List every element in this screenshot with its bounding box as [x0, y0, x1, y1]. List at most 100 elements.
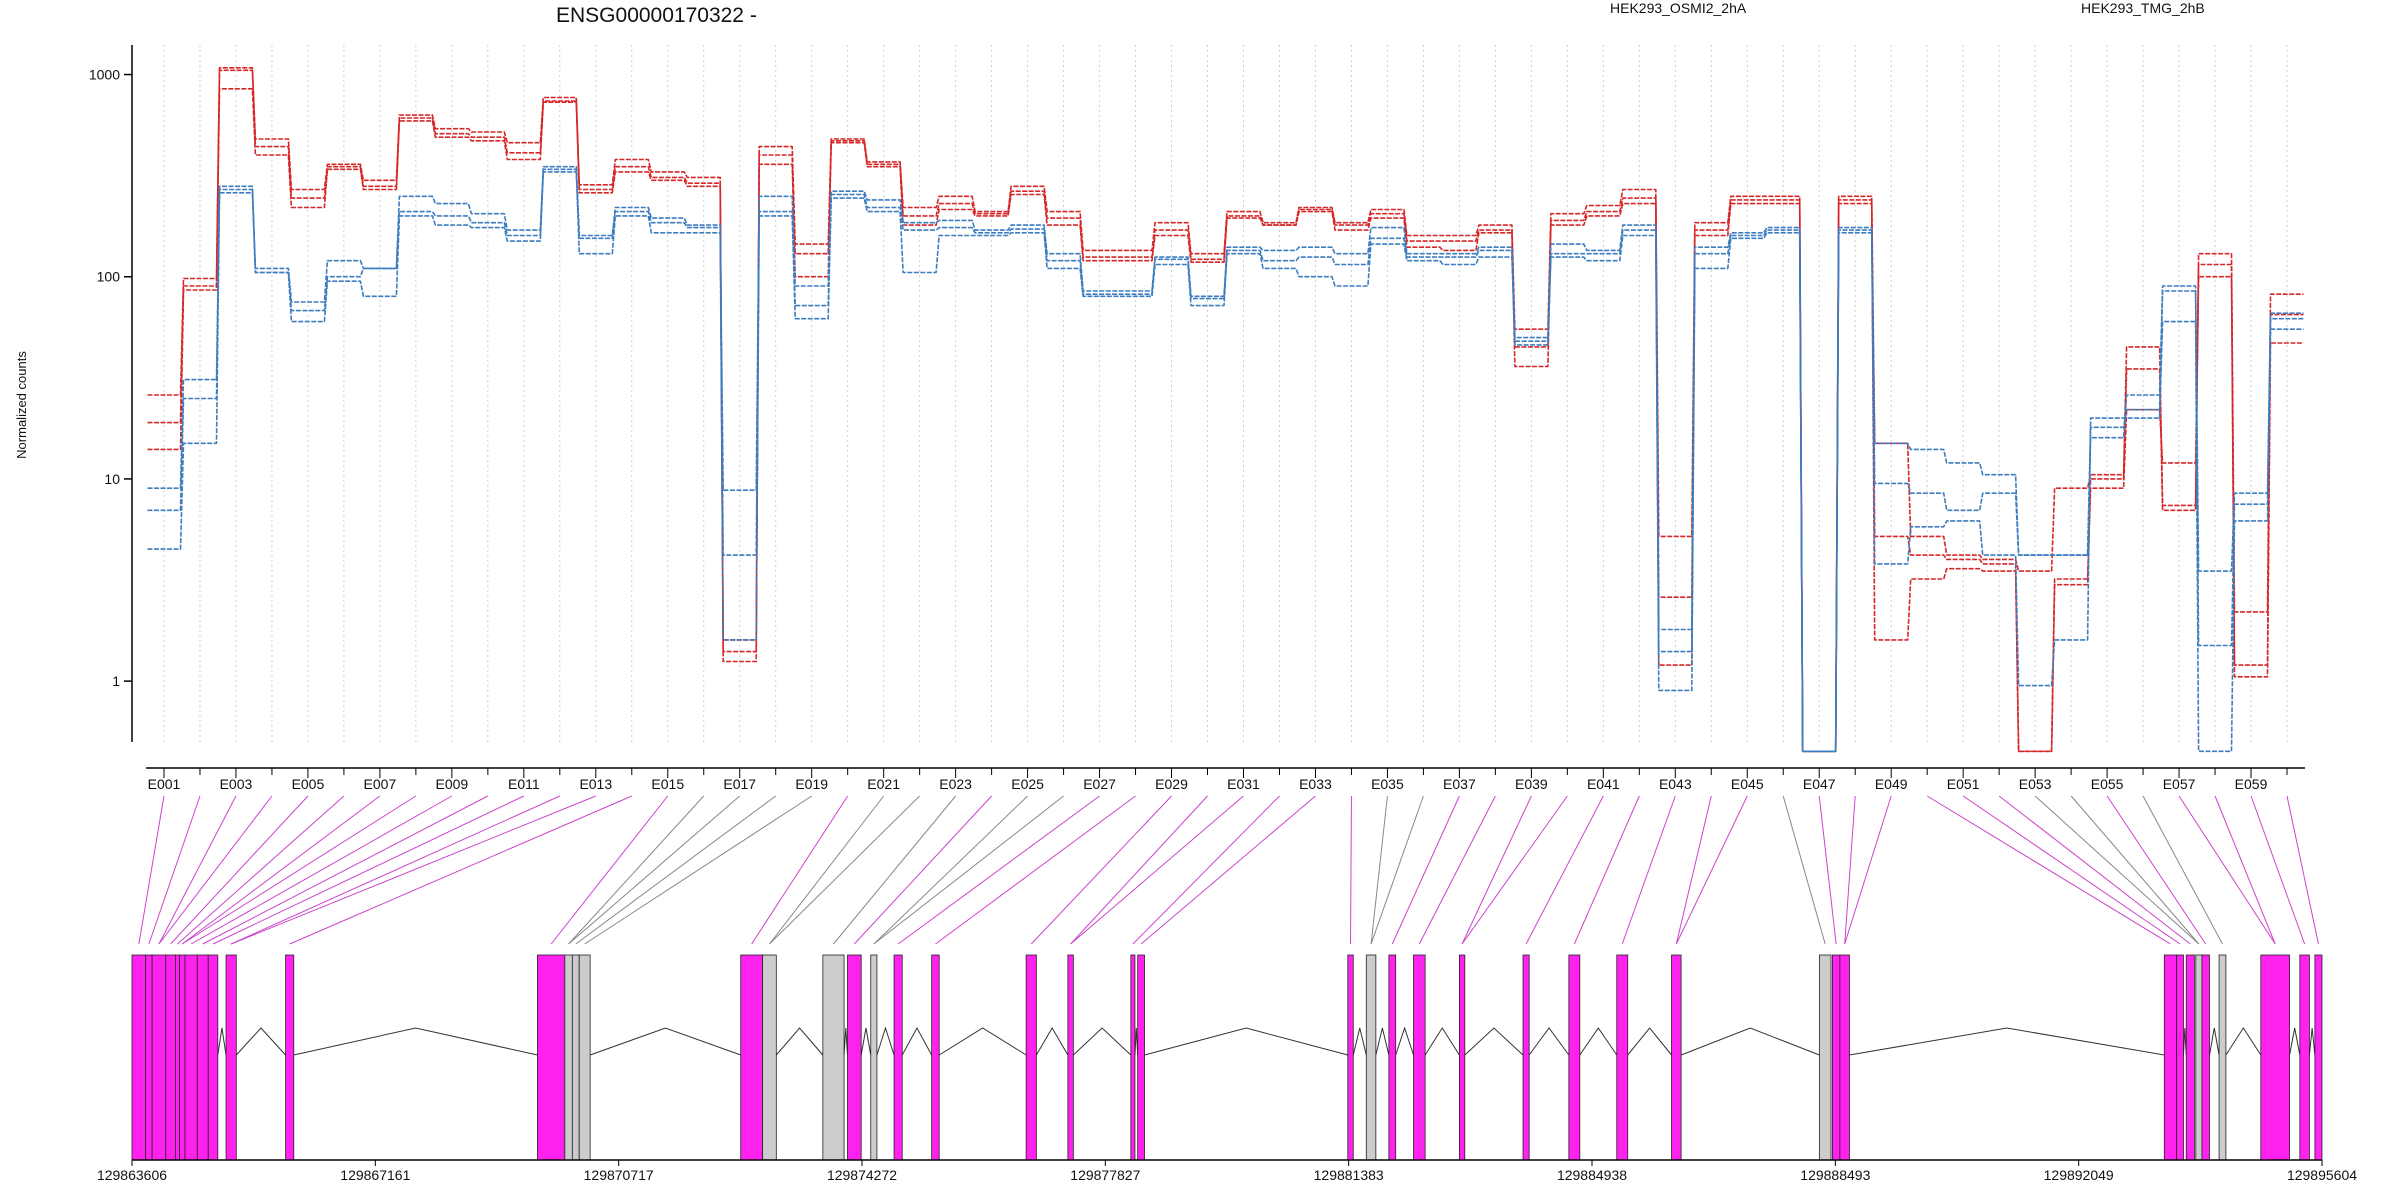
exon-block — [184, 954, 198, 1161]
x-tick-label: E049 — [1875, 776, 1908, 792]
intron-line — [1035, 1027, 1069, 1056]
exon-connector — [575, 795, 777, 945]
exon-connector — [138, 795, 165, 945]
intron-line — [1464, 1027, 1524, 1056]
exon-block — [1413, 954, 1426, 1161]
exon-block — [1388, 954, 1397, 1161]
exon-block — [2185, 954, 2195, 1161]
exon-connector — [751, 795, 849, 945]
exon-connector — [2286, 795, 2319, 945]
exon-connector — [1391, 795, 1460, 945]
exon-connector — [1132, 795, 1280, 945]
exon-block — [571, 954, 580, 1161]
x-tick-label: E057 — [2163, 776, 2196, 792]
x-tick-label: E003 — [220, 776, 253, 792]
x-tick-label: E029 — [1155, 776, 1188, 792]
exon-connector — [833, 795, 957, 945]
coord-tick-label: 129877827 — [1070, 1167, 1140, 1183]
exon-connector — [181, 795, 417, 945]
x-tick-label: E033 — [1299, 776, 1332, 792]
axes: 1 10 100 1000 — [89, 45, 133, 742]
intron-line — [2289, 1027, 2301, 1056]
exon-connector — [568, 795, 741, 945]
x-tick-label: E001 — [148, 776, 181, 792]
exon-connector — [873, 795, 1064, 945]
x-tick-label: E035 — [1371, 776, 1404, 792]
x-tick-label: E047 — [1803, 776, 1836, 792]
coord-tick-label: 129892049 — [2044, 1167, 2114, 1183]
exon-connector — [2142, 795, 2223, 945]
series-line — [147, 88, 2304, 753]
exon-block — [578, 954, 591, 1161]
exon-connector — [158, 795, 273, 945]
exon-connector — [190, 795, 453, 945]
intron-line — [1579, 1027, 1618, 1056]
intron-line — [1352, 1027, 1367, 1056]
exon-connector — [1675, 795, 1748, 945]
intron-line — [1073, 1027, 1132, 1056]
exon-block — [2201, 954, 2210, 1161]
exon-connector — [181, 795, 381, 945]
x-tick-label: E005 — [292, 776, 325, 792]
exon-connector — [1140, 795, 1316, 945]
y-axis-label: Normalized counts — [14, 351, 29, 459]
x-tick-label: E055 — [2091, 776, 2124, 792]
exon-connector — [170, 795, 309, 945]
exon-connector — [1070, 795, 1208, 945]
legend-entry-tmg: HEK293_TMG_2hB — [2081, 0, 2205, 16]
intron-line — [217, 1027, 227, 1056]
x-tick-label: E031 — [1227, 776, 1260, 792]
exon-block — [2260, 954, 2290, 1161]
intron-line — [2182, 1027, 2187, 1056]
exon-block — [1671, 954, 1682, 1161]
exon-connector — [568, 795, 705, 945]
exon-connector — [873, 795, 1028, 945]
exon-block — [1067, 954, 1074, 1161]
intron-line — [1424, 1027, 1460, 1056]
exon-connector — [1461, 795, 1532, 945]
exon-block — [179, 954, 186, 1161]
exon-block — [2176, 954, 2184, 1161]
intron-line — [876, 1026, 895, 1056]
exon-connector — [1370, 795, 1424, 945]
exon-block — [145, 954, 153, 1161]
exon-connector — [1926, 795, 2171, 945]
intron-line — [1849, 1027, 2165, 1056]
intron-line — [1375, 1027, 1390, 1056]
series-lines — [147, 67, 2304, 753]
exon-block — [822, 954, 845, 1161]
x-tick-label: E059 — [2235, 776, 2268, 792]
exon-gridlines — [163, 45, 2288, 742]
exon-connector — [1461, 795, 1568, 945]
exon-axis: E001 E003 E005 E007 E009 E011 E013 E015 E017 E019… — [146, 767, 2305, 792]
exon-connector — [212, 795, 525, 945]
intron-line — [1144, 1027, 1348, 1056]
coord-tick-label: 129870717 — [584, 1167, 654, 1183]
exon-block — [2163, 954, 2178, 1161]
intron-line — [775, 1027, 824, 1056]
exon-connector — [1573, 795, 1640, 945]
exon-block — [1522, 954, 1530, 1161]
series-line — [147, 171, 2304, 753]
exon-block — [2218, 954, 2227, 1161]
coord-tick-label: 129888493 — [1800, 1167, 1870, 1183]
x-tick-label: E011 — [508, 776, 540, 792]
exon-connector — [2106, 795, 2207, 945]
x-tick-label: E021 — [867, 776, 900, 792]
intron-line — [293, 1027, 538, 1056]
exon-connector — [1844, 795, 1892, 945]
intron-line — [938, 1027, 1027, 1056]
exon-block — [1458, 954, 1466, 1161]
coord-tick-label: 129863606 — [97, 1167, 167, 1183]
intron-line — [2208, 1027, 2220, 1056]
exon-block — [847, 954, 862, 1161]
exon-connector — [1418, 795, 1496, 945]
exon-connector — [1525, 795, 1604, 945]
exon-block — [1025, 954, 1037, 1161]
exon-block — [762, 954, 777, 1161]
intron-line — [1680, 1027, 1820, 1056]
exon-connector — [897, 795, 1100, 945]
exon-block — [870, 954, 878, 1161]
